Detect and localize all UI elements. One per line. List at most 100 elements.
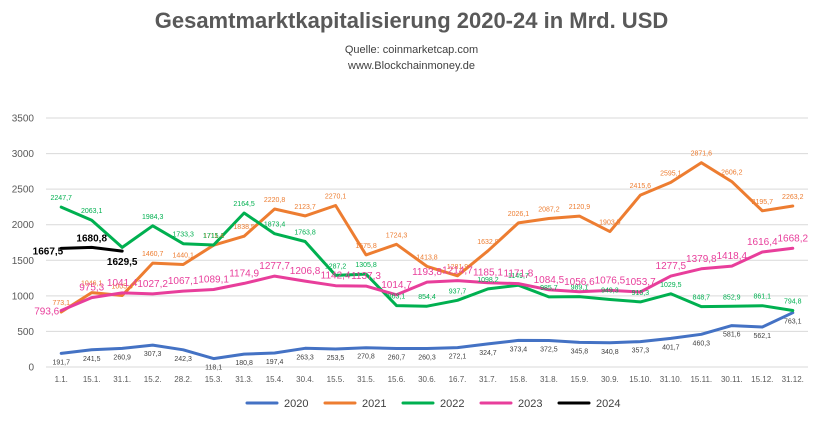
data-label-2021: 1413,8 <box>416 254 438 261</box>
data-label-2020: 372,5 <box>540 346 558 353</box>
data-label-2023: 975,3 <box>79 283 104 294</box>
data-label-2022: 861,1 <box>754 294 772 301</box>
data-label-2023: 1053,7 <box>625 277 656 288</box>
chart-title: Gesamtmarktkapitalisierung 2020-24 in Mr… <box>154 8 669 33</box>
data-label-2021: 2195,7 <box>752 199 774 206</box>
legend-label-2021: 2021 <box>362 398 386 410</box>
data-label-2021: 1903,5 <box>599 220 621 227</box>
data-label-2020: 260,9 <box>113 354 131 361</box>
data-label-2020: 460,3 <box>693 340 711 347</box>
data-label-2020: 307,3 <box>144 351 162 358</box>
data-label-2020: 340,8 <box>601 349 619 356</box>
data-label-2023: 1185,1 <box>473 268 503 279</box>
data-label-2021: 2220,8 <box>264 197 286 204</box>
x-tick-label: 15.4. <box>266 375 284 384</box>
data-label-2021: 1711,4 <box>203 233 224 240</box>
data-label-2020: 253,5 <box>327 355 345 362</box>
data-label-2023: 1616,4 <box>747 237 778 248</box>
y-tick-label: 2000 <box>12 220 35 231</box>
data-label-2020: 763,1 <box>784 319 802 326</box>
data-label-2021: 1281,9 <box>447 264 469 271</box>
data-label-2024: 1629,5 <box>107 257 138 268</box>
data-label-2021: 1460,7 <box>142 251 164 258</box>
x-tick-label: 31.12. <box>782 375 804 384</box>
data-label-2024: 1667,5 <box>33 246 64 257</box>
data-label-2023: 1277,5 <box>656 261 687 272</box>
data-label-2021: 1575,8 <box>355 243 377 250</box>
legend-label-2020: 2020 <box>284 398 308 410</box>
data-label-2020: 373,4 <box>510 346 528 353</box>
data-label-2022: 863,1 <box>388 294 406 301</box>
data-label-2020: 270,8 <box>357 354 375 361</box>
y-tick-label: 3000 <box>12 149 35 160</box>
data-label-2020: 191,7 <box>52 359 70 366</box>
data-label-2021: 2871,6 <box>691 151 713 158</box>
data-label-2020: 401,7 <box>662 344 680 351</box>
data-label-2023: 793,6 <box>34 307 59 318</box>
series-line-2022 <box>59 205 795 312</box>
data-label-2020: 345,8 <box>571 348 589 355</box>
data-label-2023: 1076,5 <box>595 275 626 286</box>
data-label-2023: 1174,9 <box>229 268 259 279</box>
series-line-2024 <box>59 245 124 253</box>
x-tick-label: 1.1. <box>55 375 68 384</box>
data-label-2022: 1029,5 <box>660 282 682 289</box>
data-label-2021: 2120,9 <box>569 204 591 211</box>
x-tick-label: 31.10. <box>660 375 682 384</box>
x-tick-label: 15.11. <box>690 375 712 384</box>
data-label-2020: 324,7 <box>479 350 497 357</box>
data-label-2023: 1418,4 <box>717 251 748 262</box>
series-line-2023 <box>59 246 795 312</box>
data-label-2023: 1056,6 <box>564 277 595 288</box>
data-label-2020: 562,1 <box>754 333 772 340</box>
data-label-2021: 2606,2 <box>721 170 743 177</box>
x-tick-label: 31.3. <box>235 375 253 384</box>
data-label-2020: 197,4 <box>266 359 284 366</box>
data-label-2020: 241,5 <box>83 356 101 363</box>
y-tick-label: 3500 <box>12 114 35 125</box>
data-label-2023: 1379,8 <box>686 254 717 265</box>
chart-website: www.Blockchainmoney.de <box>348 60 475 72</box>
data-label-2020: 272,1 <box>449 354 467 361</box>
data-label-2024: 1680,8 <box>76 233 107 244</box>
data-label-2022: 1287,2 <box>325 263 347 270</box>
data-label-2022: 1098,2 <box>477 277 499 284</box>
data-label-2022: 1305,8 <box>355 262 377 269</box>
data-label-2022: 985,7 <box>540 285 558 292</box>
x-tick-label: 16.7. <box>449 375 467 384</box>
data-label-2022: 989,1 <box>571 285 589 292</box>
x-tick-label: 31.5. <box>357 375 375 384</box>
data-label-2021: 1005,4 <box>111 283 133 290</box>
x-tick-label: 30.6. <box>418 375 436 384</box>
x-tick-label: 15.3. <box>205 375 223 384</box>
data-label-2020: 260,7 <box>388 354 406 361</box>
data-label-2023: 1014,7 <box>381 280 412 291</box>
data-label-2023: 1089,1 <box>198 275 229 286</box>
data-label-2023: 1142,4 <box>321 271 351 282</box>
legend-label-2022: 2022 <box>440 398 464 410</box>
data-label-2021: 1838,5 <box>233 224 255 231</box>
data-label-2021: 2270,1 <box>325 193 347 200</box>
data-label-2022: 852,9 <box>723 294 741 301</box>
x-tick-label: 15.1. <box>83 375 101 384</box>
x-tick-label: 28.2. <box>174 375 192 384</box>
data-label-2023: 1027,2 <box>137 279 168 290</box>
x-tick-label: 31.7. <box>479 375 497 384</box>
data-label-2022: 2247,7 <box>51 195 73 202</box>
data-label-2021: 1724,3 <box>386 232 408 239</box>
data-label-2020: 263,3 <box>296 354 314 361</box>
data-label-2023: 1041,4 <box>107 278 138 289</box>
data-label-2022: 1715,2 <box>203 233 225 240</box>
data-label-2020: 260,3 <box>418 354 436 361</box>
data-label-2023: 1668,2 <box>777 233 808 244</box>
data-label-2023: 1277,7 <box>259 261 290 272</box>
data-label-2023: 1171,8 <box>504 269 534 280</box>
data-label-2021: 2595,1 <box>660 170 682 177</box>
series-line-2020 <box>59 311 795 361</box>
data-label-2022: 949,3 <box>601 287 619 294</box>
data-label-2021: 2123,7 <box>294 204 316 211</box>
data-label-2022: 2063,1 <box>81 208 103 215</box>
data-label-2021: 1632,9 <box>477 239 499 246</box>
y-tick-label: 500 <box>17 327 34 338</box>
